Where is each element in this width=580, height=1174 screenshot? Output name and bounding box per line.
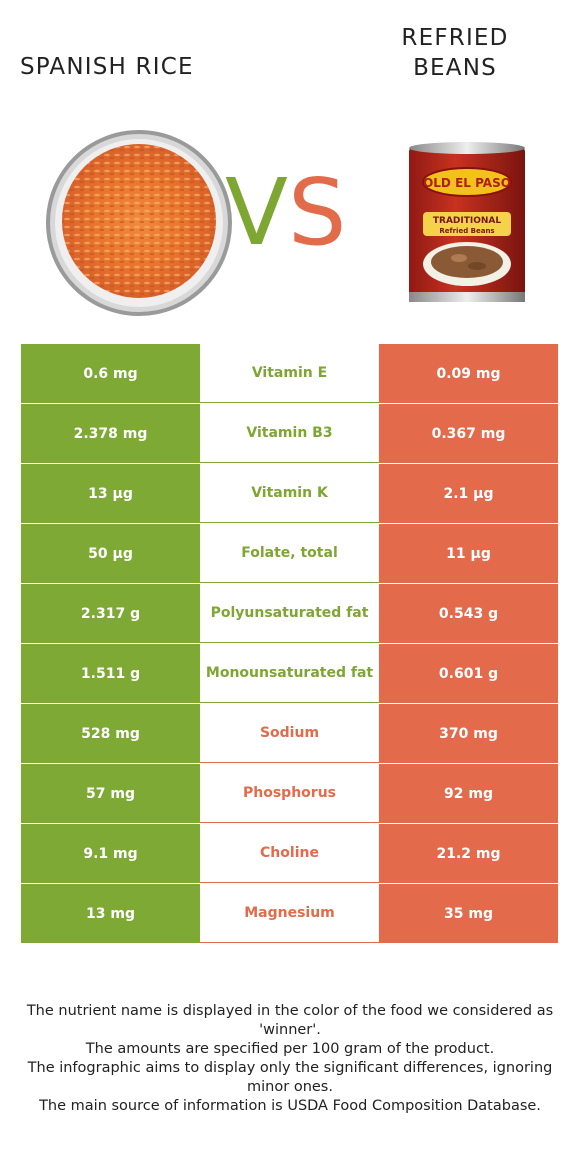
nutrient-name-cell: Choline bbox=[200, 824, 379, 883]
left-value-cell: 0.6 mg bbox=[21, 344, 200, 403]
table-row: 13 mg Magnesium 35 mg bbox=[21, 884, 558, 944]
right-value-cell: 92 mg bbox=[379, 764, 558, 823]
refried-beans-image: OLD EL PASO TRADITIONAL Refried Beans bbox=[409, 142, 525, 302]
nutrient-name-cell: Monounsaturated fat bbox=[200, 644, 379, 703]
nutrient-name-cell: Vitamin B3 bbox=[200, 404, 379, 463]
can-label-line1: TRADITIONAL bbox=[433, 216, 501, 226]
can-label-line2: Refried Beans bbox=[439, 227, 494, 235]
right-value-cell: 0.601 g bbox=[379, 644, 558, 703]
nutrient-name-cell: Vitamin K bbox=[200, 464, 379, 523]
nutrient-name-cell: Folate, total bbox=[200, 524, 379, 583]
table-row: 0.6 mg Vitamin E 0.09 mg bbox=[21, 344, 558, 404]
left-value-cell: 2.317 g bbox=[21, 584, 200, 643]
footer-line-3: The infographic aims to display only the… bbox=[27, 1060, 553, 1095]
right-food-title-line1: REFRIED bbox=[401, 25, 509, 51]
nutrient-name-cell: Sodium bbox=[200, 704, 379, 763]
vs-s: S bbox=[287, 159, 347, 266]
can-brand-text: OLD EL PASO bbox=[423, 176, 511, 190]
left-value-cell: 528 mg bbox=[21, 704, 200, 763]
spanish-rice-image bbox=[46, 130, 232, 316]
right-value-cell: 0.09 mg bbox=[379, 344, 558, 403]
right-value-cell: 2.1 µg bbox=[379, 464, 558, 523]
right-value-cell: 21.2 mg bbox=[379, 824, 558, 883]
table-row: 1.511 g Monounsaturated fat 0.601 g bbox=[21, 644, 558, 704]
nutrient-name-cell: Magnesium bbox=[200, 884, 379, 943]
right-value-cell: 11 µg bbox=[379, 524, 558, 583]
nutrient-name-cell: Vitamin E bbox=[200, 344, 379, 403]
nutrient-name-cell: Polyunsaturated fat bbox=[200, 584, 379, 643]
right-food-title-line2: BEANS bbox=[413, 55, 497, 81]
comparison-table: 0.6 mg Vitamin E 0.09 mg 2.378 mg Vitamin B3… bbox=[21, 344, 558, 944]
left-value-cell: 57 mg bbox=[21, 764, 200, 823]
right-value-cell: 0.367 mg bbox=[379, 404, 558, 463]
table-row: 2.317 g Polyunsaturated fat 0.543 g bbox=[21, 584, 558, 644]
nutrient-name-cell: Phosphorus bbox=[200, 764, 379, 823]
left-value-cell: 50 µg bbox=[21, 524, 200, 583]
vs-label: VS bbox=[225, 158, 355, 268]
table-row: 528 mg Sodium 370 mg bbox=[21, 704, 558, 764]
table-row: 2.378 mg Vitamin B3 0.367 mg bbox=[21, 404, 558, 464]
right-value-cell: 0.543 g bbox=[379, 584, 558, 643]
right-food-title: REFRIED BEANS bbox=[380, 23, 530, 83]
vs-v: V bbox=[225, 159, 288, 266]
footer-notes: The nutrient name is displayed in the co… bbox=[10, 1002, 570, 1116]
left-value-cell: 2.378 mg bbox=[21, 404, 200, 463]
table-row: 57 mg Phosphorus 92 mg bbox=[21, 764, 558, 824]
left-value-cell: 13 mg bbox=[21, 884, 200, 943]
table-row: 50 µg Folate, total 11 µg bbox=[21, 524, 558, 584]
left-value-cell: 13 µg bbox=[21, 464, 200, 523]
footer-line-4: The main source of information is USDA F… bbox=[39, 1098, 541, 1114]
left-value-cell: 1.511 g bbox=[21, 644, 200, 703]
footer-line-1: The nutrient name is displayed in the co… bbox=[26, 1003, 554, 1038]
left-food-title: SPANISH RICE bbox=[20, 54, 194, 80]
left-value-cell: 9.1 mg bbox=[21, 824, 200, 883]
table-row: 13 µg Vitamin K 2.1 µg bbox=[21, 464, 558, 524]
right-value-cell: 370 mg bbox=[379, 704, 558, 763]
footer-line-2: The amounts are specified per 100 gram o… bbox=[85, 1041, 495, 1057]
table-row: 9.1 mg Choline 21.2 mg bbox=[21, 824, 558, 884]
right-value-cell: 35 mg bbox=[379, 884, 558, 943]
